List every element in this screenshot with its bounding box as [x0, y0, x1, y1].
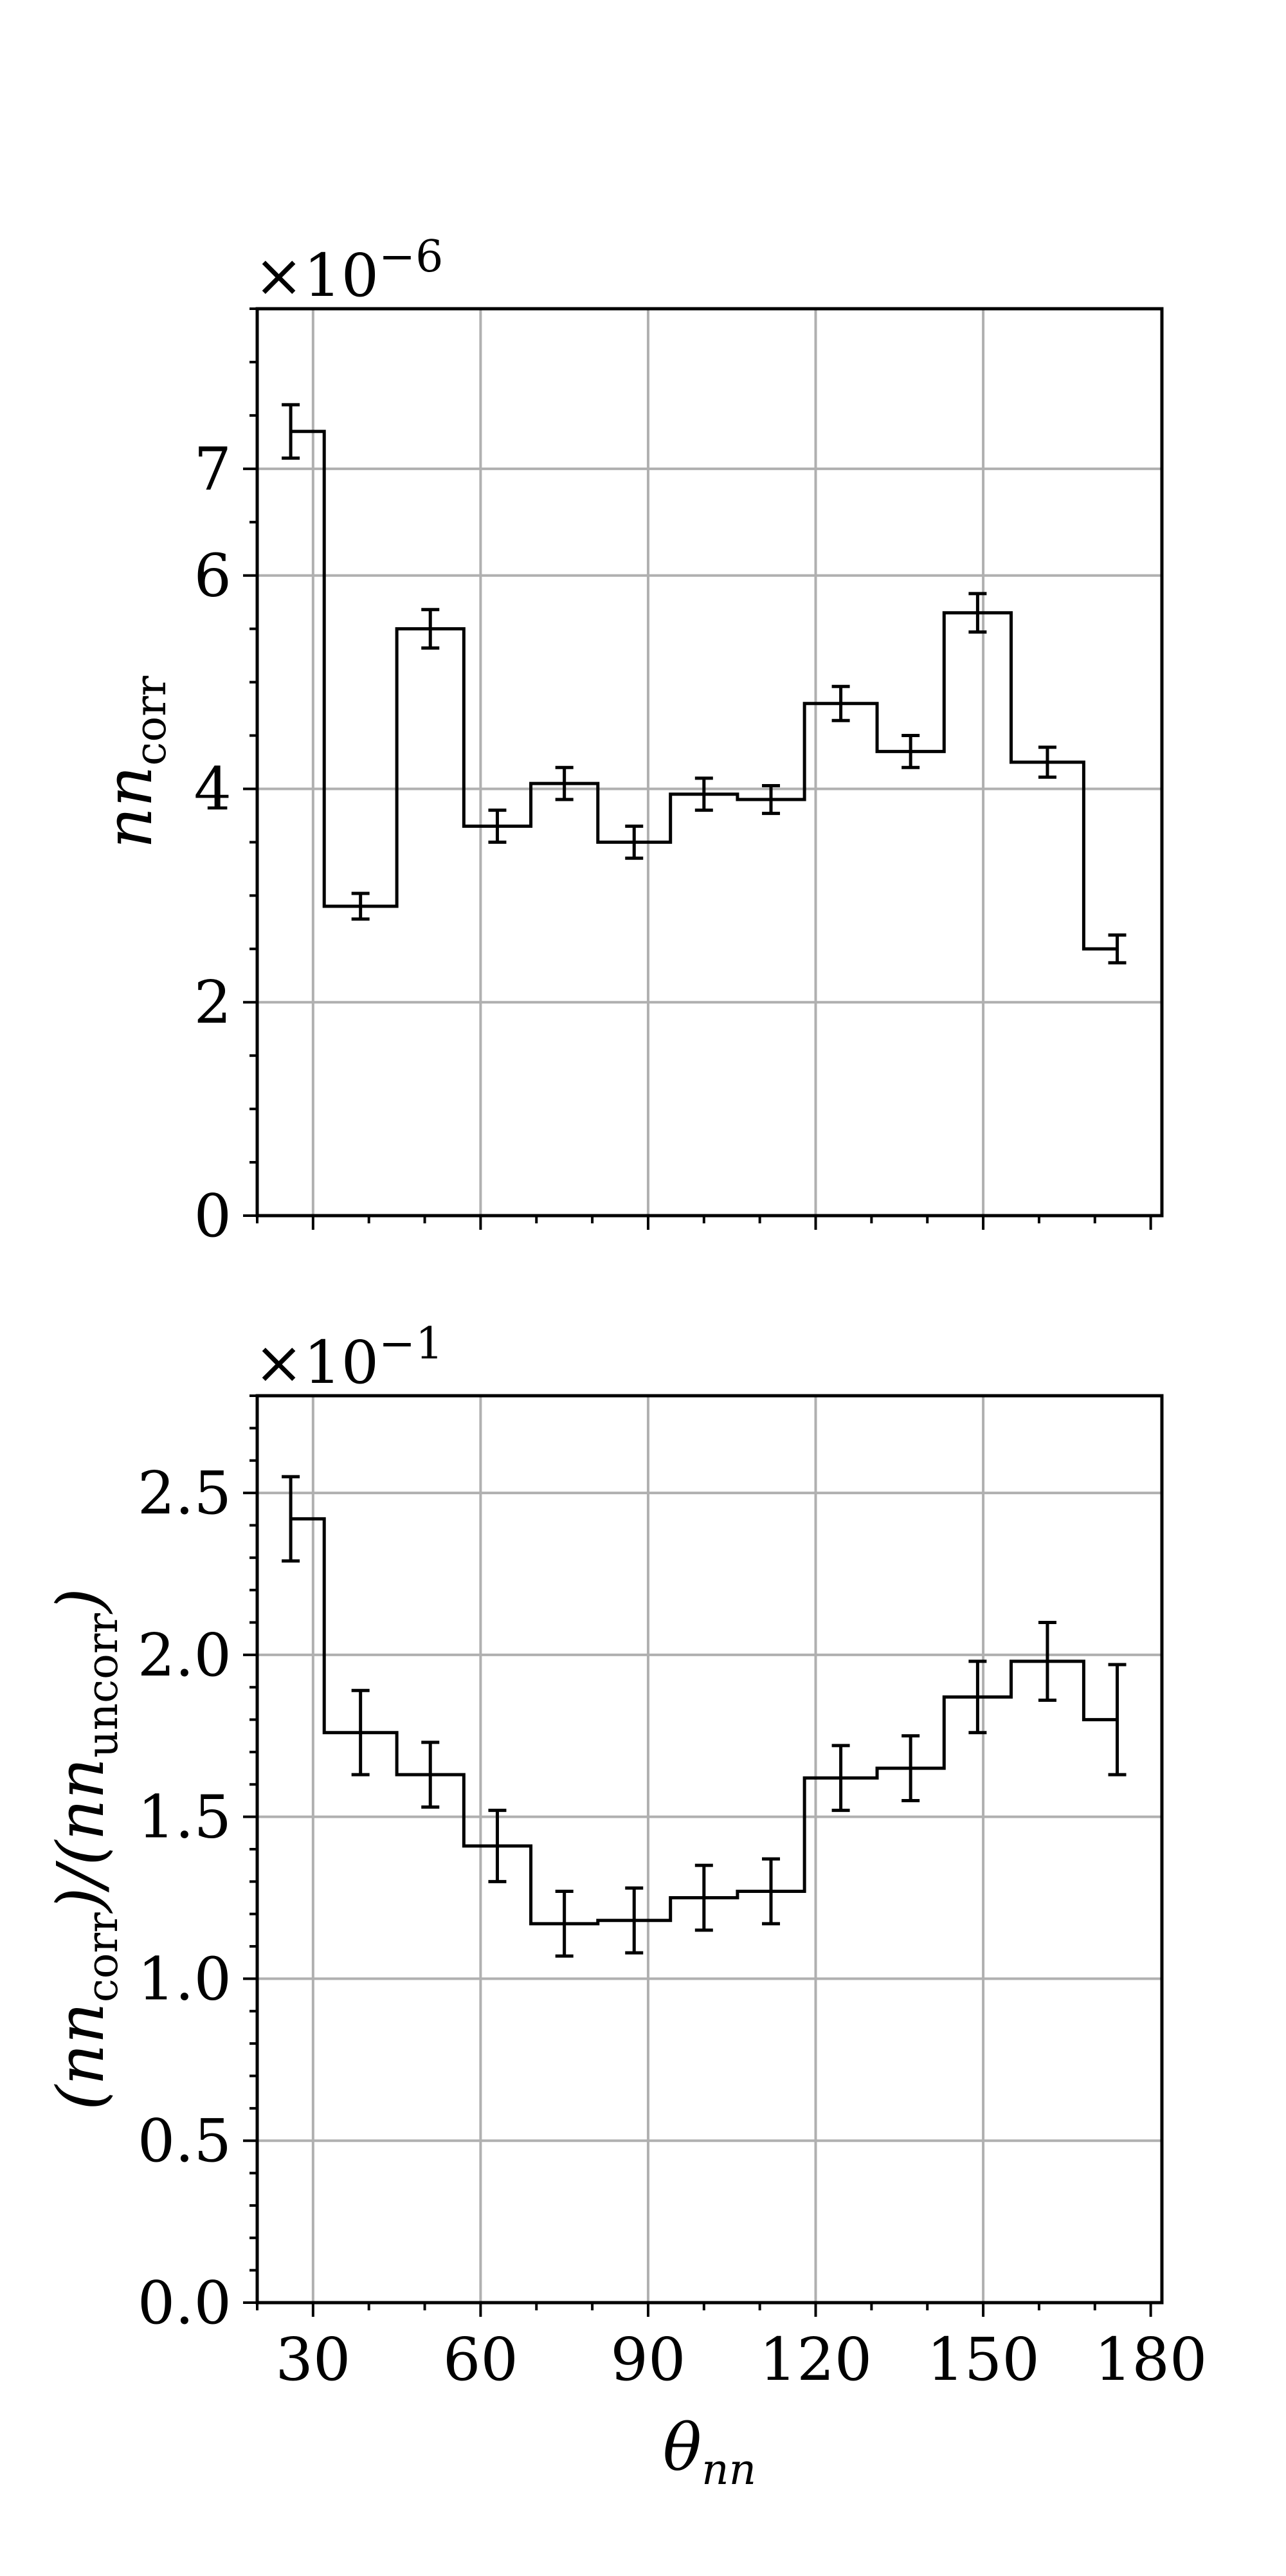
y-tick-label: 4 — [194, 754, 231, 823]
y-label-part: )/(nn — [43, 1758, 118, 1914]
x-label-main: θ — [663, 2410, 702, 2485]
x-tick-label: 60 — [443, 2325, 518, 2394]
x-tick-label: 90 — [610, 2325, 685, 2394]
y-tick-label: 0 — [194, 1182, 231, 1250]
chart-panel-2: 0.0 0.5 1.0 1.5 2.0 2.5 30 60 90 120 150 180 ×10−1 (n… — [43, 1319, 1207, 2494]
x-label-sub: nn — [702, 2445, 756, 2494]
y-label-part: ) — [43, 1588, 118, 1614]
y-tick-label: 1.5 — [138, 1783, 231, 1852]
y-label-part: (nn — [43, 2002, 118, 2110]
y-label-sub: corr — [126, 675, 176, 765]
y-label-sub: corr — [78, 1912, 127, 2002]
chart-panel-1: 0 2 4 6 7 ×10−6 nncorr — [91, 232, 1162, 1250]
axis-multiplier: ×10−1 — [254, 1319, 443, 1397]
y-tick-label: 2.0 — [138, 1621, 231, 1690]
multiplier-exponent: −1 — [379, 1319, 443, 1369]
y-tick-label: 1.0 — [138, 1944, 231, 2013]
y-tick-label: 0.0 — [138, 2269, 231, 2337]
x-axis-label: θnn — [663, 2410, 756, 2494]
x-tick-label: 30 — [275, 2325, 350, 2394]
y-label-main: nn — [91, 766, 167, 849]
data-series-step — [291, 1519, 1117, 1923]
y-tick-label: 0.5 — [138, 2106, 231, 2175]
data-series-step — [291, 432, 1117, 949]
multiplier-base: ×10 — [254, 241, 379, 310]
y-tick-label: 7 — [194, 435, 231, 504]
y-axis-label: (nncorr)/(nnuncorr) — [43, 1588, 127, 2110]
multiplier-base: ×10 — [254, 1328, 379, 1397]
plot-frame — [257, 1396, 1162, 2303]
x-tick-label: 120 — [759, 2325, 873, 2394]
x-tick-label: 180 — [1094, 2325, 1208, 2394]
x-tick-label: 150 — [927, 2325, 1040, 2394]
y-tick-label: 2.5 — [138, 1459, 231, 1528]
multiplier-exponent: −6 — [379, 232, 443, 282]
y-axis-label: nncorr — [91, 675, 176, 848]
y-label-sub: uncorr — [78, 1613, 127, 1758]
axis-multiplier: ×10−6 — [254, 232, 443, 310]
y-tick-label: 6 — [194, 542, 231, 610]
y-tick-label: 2 — [194, 968, 231, 1037]
